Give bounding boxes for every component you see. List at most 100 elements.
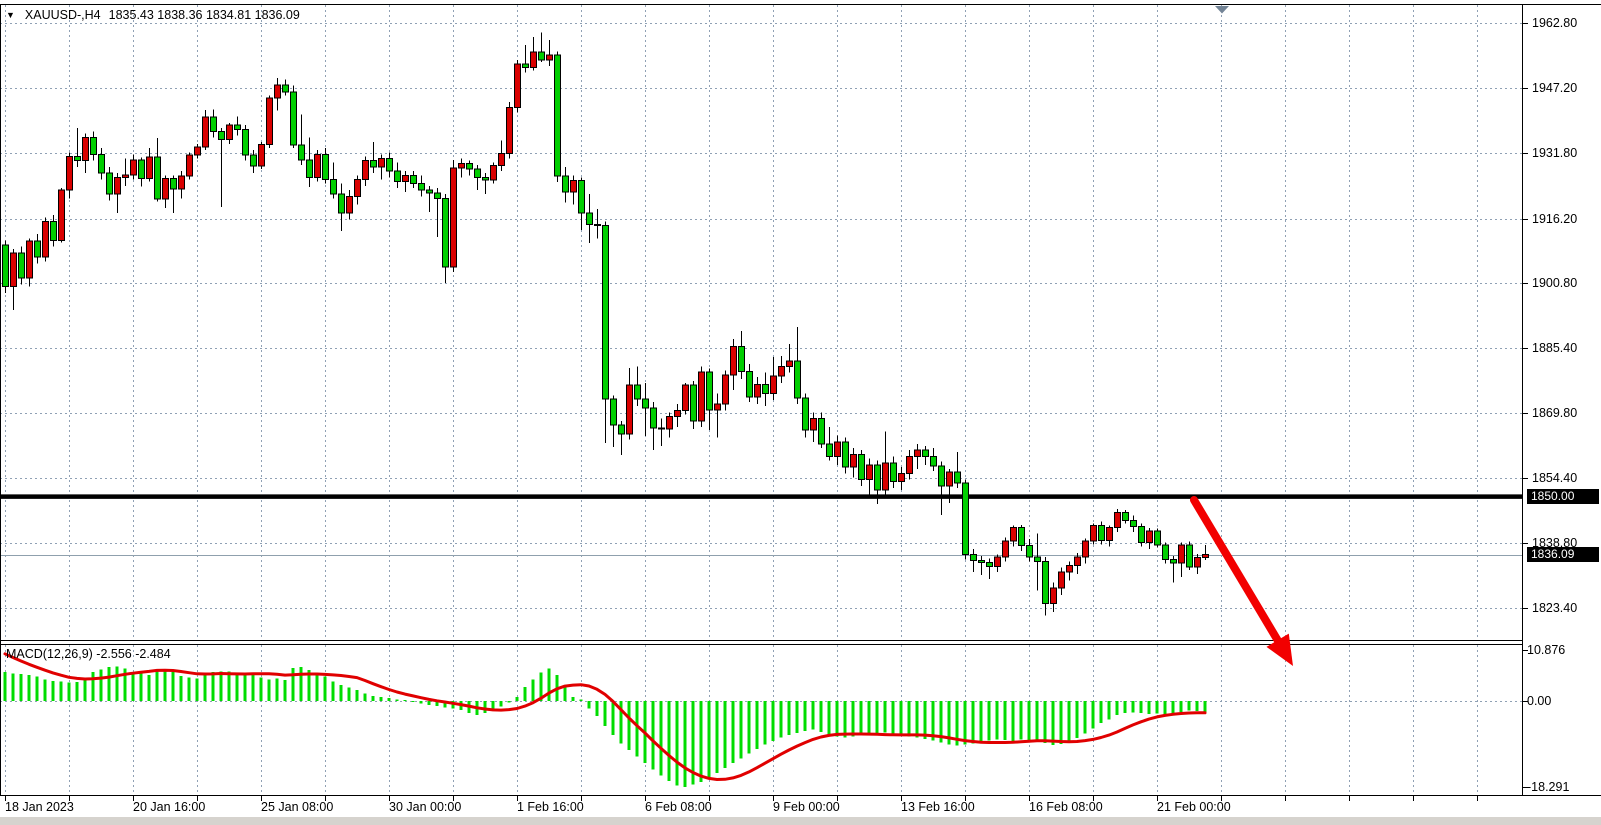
macd-bar <box>779 701 783 738</box>
candle-body <box>706 371 713 411</box>
candle-body <box>1106 526 1113 541</box>
price-axis-label: 1823.40 <box>1532 601 1578 615</box>
price-axis-label: 1838.80 <box>1532 536 1578 551</box>
macd-bar <box>123 668 127 701</box>
macd-bar <box>115 666 119 701</box>
candle-body <box>1170 559 1177 564</box>
candle-body <box>762 384 769 395</box>
macd-bar <box>107 667 111 701</box>
macd-bar <box>59 681 63 701</box>
candle-body <box>1162 544 1169 561</box>
macd-bar <box>707 701 711 778</box>
macd-bar <box>219 671 223 701</box>
macd-bar <box>299 667 303 701</box>
macd-bar <box>411 701 415 702</box>
candle-body <box>922 449 929 458</box>
macd-bar <box>627 701 631 750</box>
candle-body <box>170 177 177 190</box>
candle-body <box>602 224 609 400</box>
macd-bar <box>1075 701 1079 739</box>
macd-bar <box>523 686 527 701</box>
hline-price-tag: 1850.00 <box>1527 488 1599 504</box>
macd-histogram <box>3 666 1207 787</box>
macd-bar <box>955 701 959 746</box>
macd-bar <box>787 701 791 735</box>
macd-bar <box>99 669 103 701</box>
candle-body <box>698 371 705 422</box>
macd-bar <box>43 679 47 701</box>
candle-body <box>346 195 353 214</box>
macd-bar <box>947 701 951 745</box>
candle-body <box>666 416 673 430</box>
candle-body <box>82 137 89 162</box>
candle-body <box>66 155 73 191</box>
candle-body <box>434 192 441 199</box>
symbol-dropdown-icon[interactable]: ▼ <box>6 10 15 20</box>
candle-body <box>978 560 985 564</box>
macd-bar <box>419 701 423 704</box>
trend-arrow-shaft[interactable] <box>1190 496 1282 645</box>
candle-body <box>482 176 489 181</box>
candle-body <box>618 424 625 435</box>
macd-bar <box>803 701 807 732</box>
trend-arrow-head[interactable] <box>1266 633 1293 666</box>
macd-bar <box>339 685 343 701</box>
macd-bar <box>259 677 263 701</box>
macd-bar <box>731 701 735 764</box>
macd-bar <box>355 690 359 701</box>
macd-bar <box>915 701 919 738</box>
macd-bar <box>1035 701 1039 742</box>
macd-bar <box>171 671 175 701</box>
price-axis-label: 1947.20 <box>1532 81 1578 96</box>
candle-body <box>418 183 425 191</box>
candle-body <box>754 384 761 398</box>
candle-body <box>1018 526 1025 546</box>
macd-bar <box>195 678 199 701</box>
price-axis-label: 1962.80 <box>1532 16 1578 30</box>
macd-bar <box>1019 701 1023 740</box>
candle-body <box>242 129 249 156</box>
candle-body <box>1010 526 1017 542</box>
macd-bar <box>395 699 399 701</box>
macd-bar <box>547 668 551 701</box>
macd-bar <box>131 671 135 701</box>
macd-bar <box>1011 701 1015 741</box>
macd-bar <box>499 701 503 707</box>
candle-body <box>266 97 273 146</box>
time-axis-label: 20 Jan 16:00 <box>133 800 206 814</box>
macd-bar <box>491 701 495 711</box>
macd-bar <box>851 701 855 737</box>
macd-bar <box>971 701 975 744</box>
macd-bar <box>867 701 871 734</box>
candle-body <box>474 168 481 178</box>
time-axis-label: 30 Jan 00:00 <box>389 800 462 814</box>
candle-body <box>1130 520 1137 528</box>
candle-body <box>442 197 449 268</box>
candle-body <box>1178 544 1185 564</box>
candle-body <box>794 360 801 399</box>
macd-bar <box>899 701 903 735</box>
candle-body <box>522 63 529 68</box>
candle-body <box>554 54 561 177</box>
macd-bar <box>51 680 55 701</box>
candle-body <box>122 174 129 178</box>
candle-body <box>738 346 745 373</box>
macd-bar <box>363 693 367 701</box>
candle-body <box>18 252 25 279</box>
candle-body <box>250 154 257 167</box>
horizontal-level-line[interactable] <box>0 494 1522 499</box>
candle-body <box>106 172 113 195</box>
candle-body <box>818 418 825 445</box>
trend-arrow[interactable] <box>1190 496 1293 666</box>
candle-body <box>450 167 457 268</box>
macd-bar <box>931 701 935 741</box>
macd-bar <box>659 701 663 776</box>
candle-body <box>98 153 105 174</box>
candle-body <box>394 170 401 183</box>
candle-body <box>1002 540 1009 558</box>
macd-bar <box>579 699 583 701</box>
window-bottom-strip <box>0 817 1601 825</box>
candle-body <box>282 84 289 93</box>
macd-bar <box>211 671 215 701</box>
